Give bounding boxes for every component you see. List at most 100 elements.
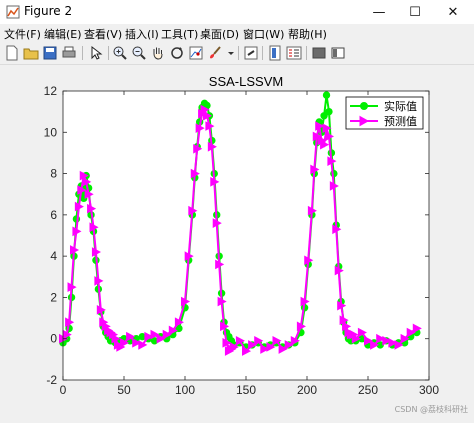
point-predicted <box>254 335 264 346</box>
legend-marker-predicted <box>359 115 370 127</box>
rotate-3d-icon[interactable] <box>169 45 185 61</box>
chart-svg: SSA-LSSVM 0 50 100 150 200 250 300-2024681012 … <box>44 74 440 397</box>
link-plot-icon[interactable] <box>243 45 259 61</box>
window-titlebar: Figure 2 — ☐ ✕ <box>0 0 474 24</box>
y-tick-label: -2 <box>46 373 57 387</box>
point-predicted <box>337 300 347 311</box>
y-tick-label: 0 <box>50 332 57 346</box>
point-predicted <box>132 338 142 348</box>
point-predicted <box>215 259 225 270</box>
point-predicted <box>327 156 337 167</box>
edit-plot-arrow-icon[interactable] <box>88 45 104 61</box>
point-predicted <box>72 226 82 237</box>
legend-label-actual: 实际值 <box>384 99 417 113</box>
point-predicted <box>111 333 121 344</box>
point-actual <box>325 107 333 116</box>
point-predicted <box>229 342 239 352</box>
point-predicted <box>310 164 320 175</box>
point-predicted <box>376 333 386 344</box>
minimize-button[interactable]: — <box>360 0 398 24</box>
figure-toolbar <box>0 42 474 65</box>
matlab-figure-icon <box>6 5 20 19</box>
x-tick-label: 100 <box>175 383 195 397</box>
menu-desktop[interactable]: 桌面(D) <box>200 28 240 41</box>
point-predicted <box>205 121 215 131</box>
hide-plot-tools-icon[interactable] <box>311 45 327 61</box>
point-predicted <box>156 333 166 344</box>
point-predicted <box>320 139 330 150</box>
chart-title: SSA-LSSVM <box>209 74 283 89</box>
menu-view[interactable]: 查看(V) <box>84 28 123 41</box>
point-predicted <box>300 296 310 307</box>
point-predicted <box>87 203 97 214</box>
legend-box <box>345 96 424 130</box>
maximize-button[interactable]: ☐ <box>396 0 434 24</box>
point-predicted <box>307 205 317 216</box>
figure-canvas[interactable]: SSA-LSSVM 0 50 100 150 200 250 300 -2 0 2 4 6 8 10 12 … <box>0 65 474 419</box>
point-predicted <box>351 333 361 344</box>
point-predicted <box>82 176 92 187</box>
point-predicted <box>195 123 205 133</box>
open-file-icon[interactable] <box>23 45 39 61</box>
legend-icon[interactable] <box>286 45 302 61</box>
zoom-out-icon[interactable] <box>131 45 147 61</box>
y-tick-label: 4 <box>50 249 57 263</box>
point-predicted <box>174 317 184 328</box>
point-predicted <box>65 317 75 328</box>
maximize-icon: ☐ <box>409 4 421 20</box>
point-predicted <box>315 121 325 131</box>
y-tick-label: 12 <box>44 84 58 98</box>
point-predicted <box>382 335 392 346</box>
point-actual <box>322 91 331 99</box>
point-predicted <box>202 110 213 121</box>
point-actual <box>175 324 183 333</box>
menu-edit[interactable]: 编辑(E) <box>44 28 82 41</box>
menu-tools[interactable]: 工具(T) <box>161 28 199 41</box>
menu-help[interactable]: 帮助(H) <box>288 28 327 41</box>
show-plot-tools-icon[interactable] <box>330 45 346 61</box>
point-predicted <box>278 344 288 354</box>
zoom-in-icon[interactable] <box>112 45 128 61</box>
y-tick-label: 8 <box>50 167 57 181</box>
menu-insert[interactable]: 插入(I) <box>125 28 159 41</box>
brush-icon[interactable] <box>207 45 223 61</box>
brush-dropdown-icon[interactable] <box>223 45 234 61</box>
menu-bar: 文件(F) 编辑(E) 查看(V) 插入(I) 工具(T) 桌面(D) 窗口(W… <box>0 24 474 42</box>
pan-hand-icon[interactable] <box>150 45 166 61</box>
x-tick-label: 300 <box>419 383 439 397</box>
point-predicted <box>89 222 99 233</box>
print-icon[interactable] <box>61 45 77 61</box>
point-predicted <box>210 176 220 187</box>
colorbar-icon[interactable] <box>267 45 283 61</box>
point-predicted <box>162 329 172 340</box>
point-predicted <box>322 123 332 133</box>
legend: 实际值 预测值 <box>345 96 424 130</box>
y-tick-label: 2 <box>50 290 57 304</box>
menu-window[interactable]: 窗口(W) <box>243 28 285 41</box>
new-figure-icon[interactable] <box>4 45 20 61</box>
point-predicted <box>324 131 335 142</box>
point-predicted <box>339 315 349 325</box>
window-title: Figure 2 <box>24 4 73 18</box>
point-predicted <box>332 224 342 235</box>
data-cursor-icon[interactable] <box>188 45 204 61</box>
close-icon: ✕ <box>447 4 459 20</box>
save-icon[interactable] <box>42 45 58 61</box>
point-predicted <box>212 218 222 228</box>
point-predicted <box>235 335 245 346</box>
x-tick-label: 150 <box>236 383 256 397</box>
point-predicted <box>290 335 300 346</box>
point-predicted <box>266 342 276 352</box>
close-button[interactable]: ✕ <box>434 0 472 24</box>
point-predicted <box>370 340 380 350</box>
point-predicted <box>94 276 104 286</box>
point-predicted <box>77 185 87 195</box>
point-predicted <box>168 325 178 336</box>
menu-file[interactable]: 文件(F) <box>4 28 41 41</box>
point-predicted <box>79 170 89 181</box>
x-tick-label: 50 <box>117 383 131 397</box>
point-actual <box>320 112 328 120</box>
point-predicted <box>200 104 210 115</box>
point-predicted <box>144 331 154 342</box>
point-predicted <box>190 168 200 179</box>
